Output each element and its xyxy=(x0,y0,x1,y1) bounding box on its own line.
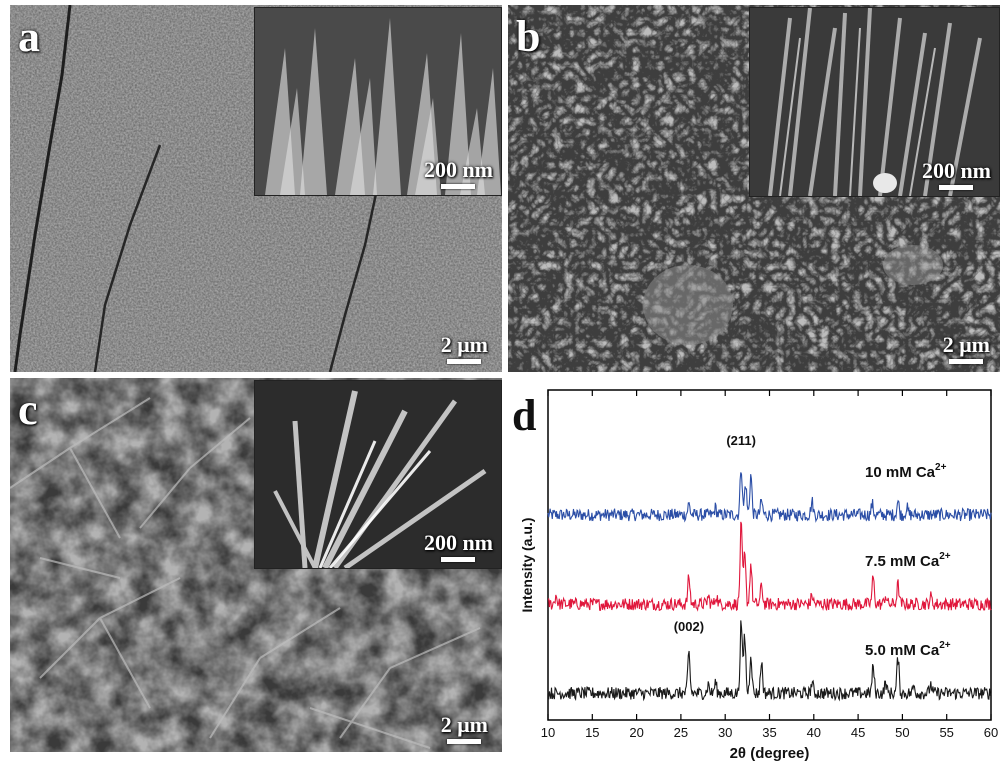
inset-scale-line-a xyxy=(441,184,476,189)
sem-inset-b: 200 nm xyxy=(749,7,1000,197)
inset-scale-label-a: 200 nm xyxy=(423,157,493,182)
x-tick-label: 40 xyxy=(807,725,821,740)
x-tick-label: 50 xyxy=(895,725,909,740)
main-scale-label-b: 2 μm xyxy=(942,332,990,357)
x-tick-label: 35 xyxy=(762,725,776,740)
x-tick-label: 45 xyxy=(851,725,865,740)
inset-image-a xyxy=(255,8,501,195)
series-label: 7.5 mM Ca2+ xyxy=(865,551,951,570)
main-scale-line-a xyxy=(447,359,482,364)
series-label: 10 mM Ca2+ xyxy=(865,462,947,481)
inset-scale-bar-b: 200 nm xyxy=(922,160,991,190)
inset-scale-bar-a: 200 nm xyxy=(424,159,493,189)
x-tick-label: 25 xyxy=(674,725,688,740)
sem-panel-b: 200 nm b 2 μm xyxy=(508,5,1000,372)
inset-image-b xyxy=(750,8,999,196)
inset-scale-line-c xyxy=(441,557,476,562)
x-tick-label: 10 xyxy=(541,725,555,740)
sem-inset-a: 200 nm xyxy=(254,7,502,196)
inset-scale-label-b: 200 nm xyxy=(921,158,991,183)
x-tick-label: 55 xyxy=(939,725,953,740)
panel-letter-c: c xyxy=(18,385,38,434)
inset-scale-label-c: 200 nm xyxy=(423,530,493,555)
xrd-series-line xyxy=(547,620,992,702)
xrd-chart: 10 15 20 25 30 35 40 45 50 55 60 2θ (degree) Intensi… xyxy=(519,389,998,762)
sem-panel-a: 200 nm a 2 μm xyxy=(10,5,502,372)
main-scale-bar-b: 2 μm xyxy=(943,334,990,364)
series-label: 5.0 mM Ca2+ xyxy=(865,640,951,659)
main-scale-line-b xyxy=(949,359,984,364)
main-scale-bar-c: 2 μm xyxy=(441,714,488,744)
inset-image-c xyxy=(255,381,501,568)
panel-letter-a: a xyxy=(18,12,40,61)
sem-inset-c: 200 nm xyxy=(254,380,502,569)
x-tick-label: 30 xyxy=(718,725,732,740)
y-axis-label: Intensity (a.u.) xyxy=(519,518,535,613)
x-tick-label: 60 xyxy=(984,725,998,740)
xrd-chart-panel: d 10 15 20 25 30 35 40 45 50 55 60 2θ (degree) Inten… xyxy=(508,378,1003,769)
x-axis-label: 2θ (degree) xyxy=(730,745,810,762)
x-tick-label: 20 xyxy=(629,725,643,740)
peak-annotation: (002) xyxy=(674,619,704,634)
main-scale-line-c xyxy=(447,739,482,744)
peak-annotation: (211) xyxy=(726,433,756,448)
main-scale-bar-a: 2 μm xyxy=(441,334,488,364)
xrd-series-line xyxy=(547,472,992,523)
panel-letter-d: d xyxy=(512,391,537,440)
main-scale-label-a: 2 μm xyxy=(440,332,488,357)
sem-panel-c: 200 nm c 2 μm xyxy=(10,378,502,752)
x-tick-label: 15 xyxy=(585,725,599,740)
inset-scale-bar-c: 200 nm xyxy=(424,532,493,562)
main-scale-label-c: 2 μm xyxy=(440,712,488,737)
panel-letter-b: b xyxy=(516,12,541,61)
inset-scale-line-b xyxy=(939,185,974,190)
xrd-series-line xyxy=(548,521,992,612)
